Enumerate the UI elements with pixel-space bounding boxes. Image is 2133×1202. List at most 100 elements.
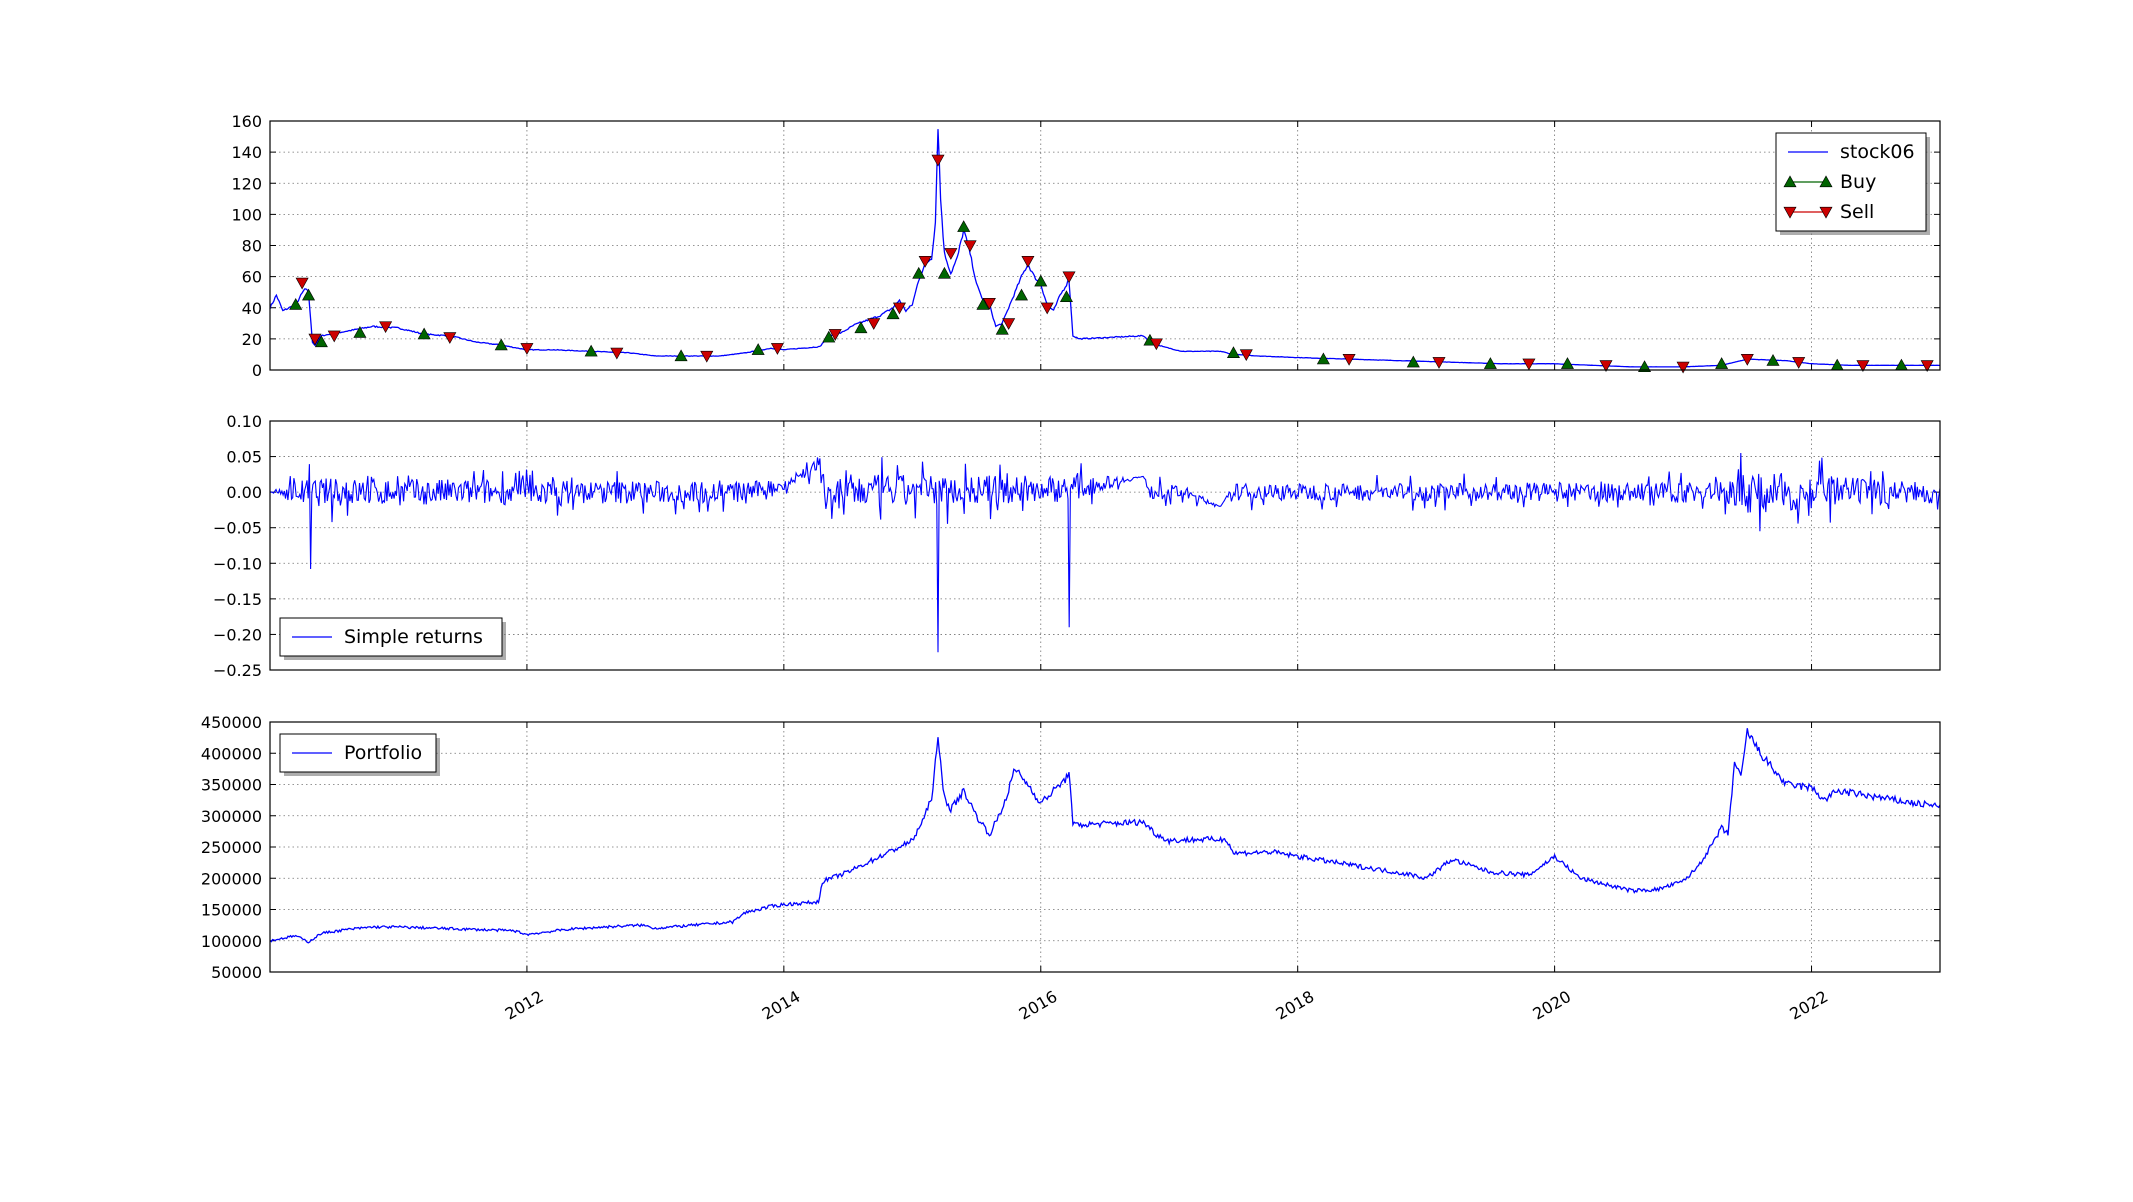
buy-marker — [1014, 288, 1029, 301]
buy-marker — [1034, 274, 1048, 287]
buy-marker — [674, 349, 688, 362]
stock06-line — [269, 129, 1940, 368]
legend-label: Buy — [1840, 171, 1876, 193]
sell-marker — [982, 297, 996, 310]
y-tick-label: 160 — [231, 112, 262, 131]
axes-frame — [269, 721, 1941, 973]
buy-marker — [912, 266, 926, 279]
sell-marker — [520, 343, 534, 355]
sell-marker — [700, 350, 714, 363]
legend-marker — [1783, 175, 1797, 188]
y-tick-label: 120 — [231, 174, 262, 193]
legend-label: stock06 — [1840, 141, 1915, 163]
buy-marker — [1406, 355, 1420, 368]
legend-marker — [1819, 206, 1833, 219]
buy-marker — [937, 266, 951, 279]
legend-label: Simple returns — [344, 626, 483, 648]
sell-marker — [443, 332, 457, 344]
sell-marker — [1740, 354, 1754, 366]
sell-marker — [944, 248, 958, 260]
y-tick-label: 0.10 — [226, 412, 262, 431]
sell-marker — [379, 321, 393, 334]
buy-marker — [314, 335, 328, 348]
sell-marker — [1021, 255, 1035, 268]
legend: stock06 Buy Sell — [1775, 132, 1930, 235]
legend: Simple returns — [279, 617, 506, 660]
buy-marker — [1226, 346, 1240, 358]
sell-marker — [1062, 271, 1076, 284]
y-tick-label: 0.00 — [226, 483, 262, 502]
price-chart: 0 20 40 60 80 100 120 140 160 stock06 Buy Sell — [231, 112, 1941, 380]
x-tick-label: 2016 — [1016, 987, 1061, 1024]
y-tick-label: 150000 — [201, 901, 262, 920]
y-tick-label: 60 — [242, 268, 262, 287]
sell-marker — [1856, 360, 1870, 372]
buy-marker — [417, 327, 431, 340]
legend: Portfolio — [279, 733, 440, 776]
buy-marker — [822, 330, 836, 343]
sell-marker — [867, 318, 881, 330]
sell-marker — [308, 333, 322, 346]
buy-marker — [494, 338, 508, 351]
sell-marker — [931, 154, 945, 167]
axes-frame — [269, 120, 1941, 371]
buy-marker — [886, 307, 900, 320]
buy-marker — [289, 298, 303, 310]
buy-marker — [1560, 357, 1574, 369]
y-tick-label: 400000 — [201, 744, 262, 763]
returns-line — [269, 452, 1941, 653]
y-tick-label: 450000 — [201, 713, 262, 732]
sell-marker — [610, 347, 624, 360]
sell-marker — [918, 255, 932, 268]
sell-marker — [1342, 354, 1356, 366]
buy-marker — [1316, 352, 1330, 365]
sell-marker — [1002, 318, 1016, 330]
portfolio-chart: 50000 100000 150000 200000 250000 300000 35000… — [201, 713, 1941, 1024]
series-stock06 — [269, 129, 1940, 368]
sell-marker — [1522, 358, 1536, 371]
y-tick-label: 350000 — [201, 776, 262, 795]
buy-marker — [976, 298, 990, 310]
x-tick-label: 2014 — [759, 987, 804, 1024]
y-tick-label: 250000 — [201, 838, 262, 857]
returns-chart: −0.25 −0.20 −0.15 −0.10 −0.05 0.00 0.05 0.10 Sim… — [213, 412, 1941, 680]
sell-marker — [1920, 360, 1934, 372]
sell-marker — [1239, 349, 1253, 362]
sell-marker — [828, 329, 842, 341]
y-tick-label: −0.05 — [213, 519, 262, 538]
buy-marker — [1766, 354, 1780, 366]
sell-marker — [1676, 361, 1690, 374]
y-tick-label: 50000 — [211, 963, 262, 982]
legend-marker — [1819, 175, 1833, 188]
buy-marker — [353, 326, 367, 338]
buy-marker — [302, 288, 316, 301]
buy-marker — [1715, 357, 1729, 369]
buy-marker — [1059, 290, 1073, 302]
y-tick-label: −0.20 — [213, 625, 262, 644]
sell-marker — [892, 302, 906, 315]
x-tick-label: 2012 — [502, 987, 547, 1024]
y-tick-label: −0.15 — [213, 590, 262, 609]
y-tick-label: 100000 — [201, 932, 262, 951]
buy-marker — [995, 322, 1009, 335]
y-tick-label: 300000 — [201, 807, 262, 826]
x-tick-label: 2020 — [1529, 987, 1574, 1024]
buy-marker — [1638, 360, 1652, 372]
series-sell — [295, 154, 1934, 374]
sell-marker — [295, 277, 309, 290]
sell-marker — [770, 343, 784, 355]
y-tick-label: 100 — [231, 205, 262, 224]
series-portfolio — [269, 728, 1941, 944]
y-tick-label: 40 — [242, 299, 262, 318]
y-tick-label: 0 — [252, 361, 262, 380]
y-tick-label: −0.25 — [213, 661, 262, 680]
axes-frame — [269, 420, 1941, 671]
portfolio-line — [269, 728, 1941, 944]
legend-label: Sell — [1840, 201, 1874, 223]
y-tick-label: 80 — [242, 237, 262, 256]
x-tick-label: 2022 — [1786, 987, 1831, 1024]
buy-marker — [751, 343, 765, 355]
buy-marker — [854, 321, 868, 334]
series-simple-returns — [269, 452, 1941, 653]
